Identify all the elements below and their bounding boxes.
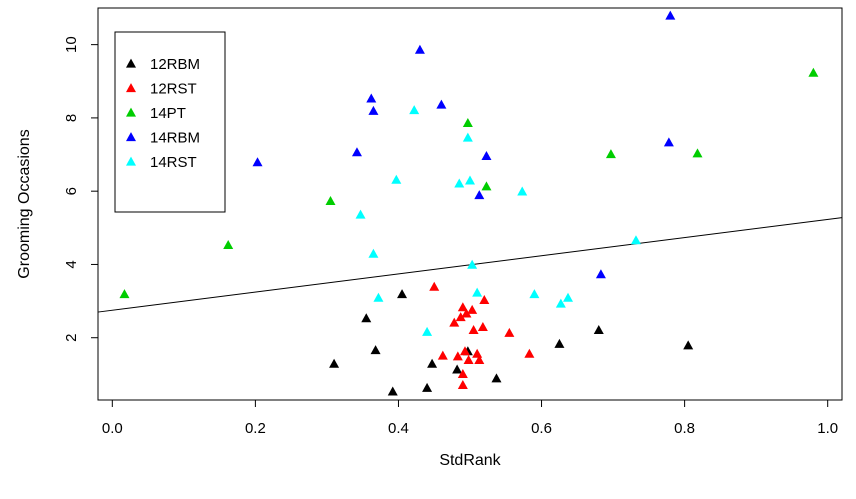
legend-marker-14pt	[126, 107, 136, 117]
y-tick-label: 6	[63, 187, 80, 195]
point-14rbm	[252, 157, 263, 167]
point-12rbm	[422, 382, 433, 392]
point-14rbm	[414, 44, 425, 54]
point-12rst	[449, 317, 460, 327]
point-12rbm	[683, 340, 694, 350]
point-12rst	[504, 327, 515, 337]
point-14rbm	[595, 269, 606, 279]
x-tick-label: 0.2	[245, 420, 266, 437]
x-axis-label: StdRank	[439, 452, 501, 469]
point-12rst	[524, 348, 535, 358]
point-14rst	[563, 292, 574, 302]
point-12rst	[437, 350, 448, 360]
point-14pt	[223, 239, 234, 249]
point-12rbm	[387, 386, 398, 396]
point-12rst	[457, 368, 468, 378]
point-14rst	[368, 248, 379, 258]
point-14rst	[409, 105, 420, 115]
point-14rst	[630, 235, 641, 245]
point-12rst	[472, 348, 483, 358]
point-12rst	[463, 355, 474, 365]
point-14rbm	[474, 190, 485, 200]
legend-marker-14rbm	[126, 132, 136, 142]
point-12rbm	[370, 345, 381, 355]
y-axis: 2 4 6 8 10	[63, 36, 98, 342]
x-tick-label: 1.0	[817, 420, 838, 437]
point-14rst	[517, 186, 528, 196]
point-12rbm	[361, 313, 372, 323]
legend-entry-14rbm: 14RBM	[150, 130, 200, 147]
point-14pt	[462, 118, 473, 128]
y-tick-label: 4	[63, 260, 80, 268]
y-axis-label: Grooming Occasions	[16, 129, 33, 278]
point-12rbm	[397, 289, 408, 299]
x-tick-label: 0.0	[102, 420, 123, 437]
point-12rbm	[427, 358, 438, 368]
y-tick-label: 2	[63, 334, 80, 342]
point-12rbm	[452, 364, 463, 374]
point-14rbm	[366, 93, 377, 103]
point-14pt	[119, 289, 130, 299]
points-layer	[119, 10, 819, 396]
legend-entry-12rst: 12RST	[150, 81, 197, 98]
point-14rst	[472, 287, 483, 297]
point-12rbm	[491, 373, 502, 383]
point-12rst	[455, 312, 466, 322]
point-14rst	[355, 209, 366, 219]
point-14rst	[529, 289, 540, 299]
x-axis: 0.0 0.2 0.4 0.6 0.8 1.0	[102, 400, 838, 437]
legend-marker-12rbm	[126, 58, 136, 68]
legend-marker-14rst	[126, 156, 136, 166]
point-12rbm	[554, 338, 565, 348]
y-tick-label: 10	[63, 36, 80, 53]
point-12rst	[467, 304, 478, 314]
point-14rst	[462, 132, 473, 142]
point-14pt	[481, 181, 492, 191]
point-14pt	[325, 196, 336, 206]
legend-entry-14pt: 14PT	[150, 105, 186, 122]
point-14rst	[422, 326, 433, 336]
point-12rst	[468, 324, 479, 334]
x-tick-label: 0.6	[531, 420, 552, 437]
point-12rst	[474, 355, 485, 365]
point-12rst	[477, 322, 488, 332]
x-tick-label: 0.8	[674, 420, 695, 437]
point-12rst	[429, 281, 440, 291]
point-12rst	[461, 308, 472, 318]
point-14rbm	[665, 10, 676, 20]
y-tick-label: 8	[63, 114, 80, 122]
point-14pt	[605, 149, 616, 159]
legend-box	[114, 31, 226, 213]
point-12rst	[479, 294, 490, 304]
point-14rbm	[351, 147, 362, 157]
point-14rst	[373, 292, 384, 302]
point-14rbm	[436, 99, 447, 109]
point-14pt	[692, 148, 703, 158]
point-14pt	[808, 67, 819, 77]
point-14rbm	[481, 150, 492, 160]
point-12rbm	[593, 324, 604, 334]
legend-entry-14rst: 14RST	[150, 154, 197, 171]
point-12rbm	[329, 358, 340, 368]
plot-frame	[97, 7, 843, 401]
point-12rst	[452, 351, 463, 361]
point-12rst	[457, 379, 468, 389]
legend-entry-12rbm: 12RBM	[150, 56, 200, 73]
x-tick-label: 0.4	[388, 420, 409, 437]
legend: 12RBM 12RST 14PT 14RBM 14RST	[114, 31, 226, 213]
point-14rbm	[368, 105, 379, 115]
point-14rst	[454, 178, 465, 188]
point-12rst	[459, 346, 470, 356]
point-14rst	[467, 259, 478, 269]
point-14rst	[555, 298, 566, 308]
point-14rbm	[663, 137, 674, 147]
point-14rst	[465, 175, 475, 185]
legend-marker-12rst	[126, 83, 136, 93]
point-14rst	[391, 174, 402, 184]
point-12rst	[457, 302, 468, 312]
